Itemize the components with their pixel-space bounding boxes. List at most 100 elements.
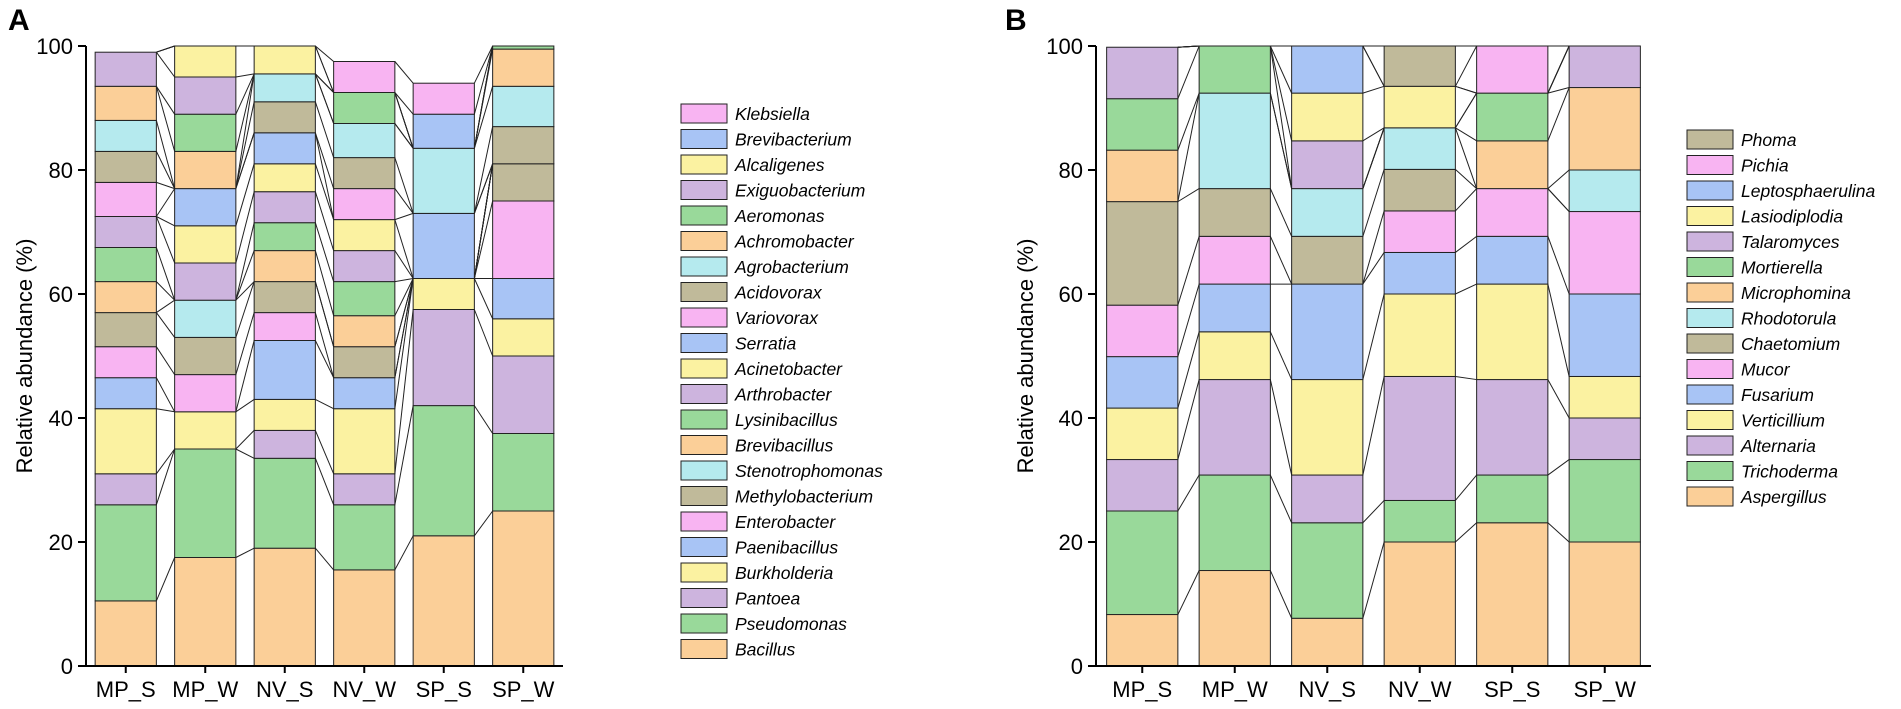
bar-segment-alternaria-mp-s [1106,459,1179,512]
connector-line [1362,252,1385,285]
bar-segment-exiguobacterium-mp-s [94,51,157,87]
bar-segment-chaetomium-mp-w [1198,188,1271,237]
connector-line [1362,210,1385,285]
connector-line [1547,87,1570,94]
connector-line [1269,93,1293,189]
bar-segment-brevibacillus-mp-s [94,281,157,314]
connector-line [1455,522,1477,543]
connector-line [1362,85,1385,94]
bar-segment-burkholderia-nv-s [253,398,316,431]
legend-swatch-bacillus [680,639,728,659]
legend-swatch-acinetobacter [680,358,728,379]
connector-line [314,281,335,347]
legend-label-exiguobacterium: Exiguobacterium [735,181,865,201]
bar-segment-bacillus-sp-w [492,510,555,667]
connector-line [1177,45,1200,99]
bar-segment-mortierella-sp-s [1476,92,1549,142]
connector-line [156,216,175,227]
connector-line [314,250,335,316]
legend-label-verticillium: Verticillium [1741,411,1825,431]
connector-line [473,510,494,537]
bar-segment-acinetobacter-nv-w [333,219,396,252]
bar-segment-acinetobacter-nv-s [253,163,316,193]
legend-swatch-lysinibacillus [680,409,728,430]
connector-line [235,73,255,189]
bar-segment-methylobacterium-nv-w [333,346,396,379]
legend-label-enterobacter: Enterobacter [735,512,836,532]
x-tick-label-mp-s: MP_S [96,677,156,702]
connector-line [314,222,335,282]
bar-segment-arthrobacter-nv-s [253,191,316,224]
bar-segment-pseudomonas-nv-s [253,457,316,549]
legend-swatch-verticillium [1686,410,1734,430]
bar-segment-enterobacter-mp-s [94,346,157,379]
bar-segment-aspergillus-mp-w [1198,570,1271,667]
bar-segment-aspergillus-mp-s [1106,614,1179,667]
bar-segment-chaetomium-nv-w [1383,168,1456,212]
connector-line [235,398,255,413]
legend-swatch-leptosphaerulina [1686,180,1734,201]
connector-line [1547,522,1570,543]
connector-line [235,73,255,152]
connector-lines [1177,45,1570,619]
panel-letter: B [1005,4,1027,37]
bar-segment-lasiodiplodia-nv-s [1291,92,1364,142]
bar-segment-talaromyces-sp-w [1568,45,1641,89]
bar-segment-verticillium-mp-s [1106,407,1179,461]
y-tick-label: 40 [1059,406,1083,431]
legend-swatch-methylobacterium [680,486,728,506]
legend: Phoma Pichia Leptosphaerulina Lasiodiplodia… [1686,129,1876,507]
legend-label-lysinibacillus: Lysinibacillus [735,410,838,430]
y-axis-label: Relative abundance (%) [12,239,37,474]
connector-line [1455,235,1477,253]
legend-label-leptosphaerulina: Leptosphaerulina [1741,181,1876,201]
bar-segment-alternaria-nv-s [1291,474,1364,524]
legend-label-serratia: Serratia [735,334,797,354]
legend-swatch-pseudomonas [680,613,728,634]
bar-segment-verticillium-sp-s [1476,283,1549,381]
bar-segment-acidovorax-nv-s [253,101,316,134]
connector-line [235,250,255,301]
legend-swatch-klebsiella [680,103,728,124]
bar-segment-mucor-sp-w [1568,211,1641,295]
connector-line [1455,169,1477,189]
legend-label-achromobacter: Achromobacter [734,232,855,252]
x-tick-label-nv-s: NV_S [1299,677,1356,702]
legend-label-alcaligenes: Alcaligenes [734,155,825,175]
legend-swatch-burkholderia [680,562,728,583]
bar-segment-rhodotorula-sp-w [1568,169,1641,213]
bar-segment-leptosphaerulina-nv-s [1291,45,1364,94]
connector-line [1454,45,1478,87]
bar-segment-talaromyces-mp-s [1106,46,1179,100]
bar-segment-alternaria-sp-w [1568,417,1641,461]
bar-segment-alcaligenes-mp-w [174,45,237,78]
connector-line [235,73,255,78]
connector-line [1454,474,1478,501]
connector-line [1177,236,1200,306]
legend: Klebsiella Brevibacterium Alcaligenes Exigu… [680,103,883,660]
connector-line [473,163,494,214]
legend-label-arthrobacter: Arthrobacter [734,385,832,405]
bar-segment-alternaria-sp-s [1476,379,1549,476]
connector-line [1177,45,1200,48]
connector-line [394,61,414,84]
legend-swatch-serratia [680,333,728,353]
legend-label-trichoderma: Trichoderma [1741,462,1838,482]
connector-line [235,191,255,264]
x-tick-label-mp-w: MP_W [1202,677,1268,702]
connector-line [394,535,414,571]
connector-line [314,340,335,378]
legend-swatch-pantoea [680,588,728,608]
connector-line [1362,293,1385,380]
connector-line [473,86,494,149]
bar-segment-serratia-nv-s [253,132,316,165]
connector-line [1269,474,1293,523]
connector-line [1269,379,1293,476]
bar-segment-lysinibacillus-mp-s [94,247,157,283]
connector-line [156,299,175,314]
connector-line [155,86,176,152]
connector-line [394,219,414,279]
legend-label-pichia: Pichia [1741,156,1789,176]
legend-swatch-brevibacterium [680,129,728,149]
connector-line [394,278,414,409]
